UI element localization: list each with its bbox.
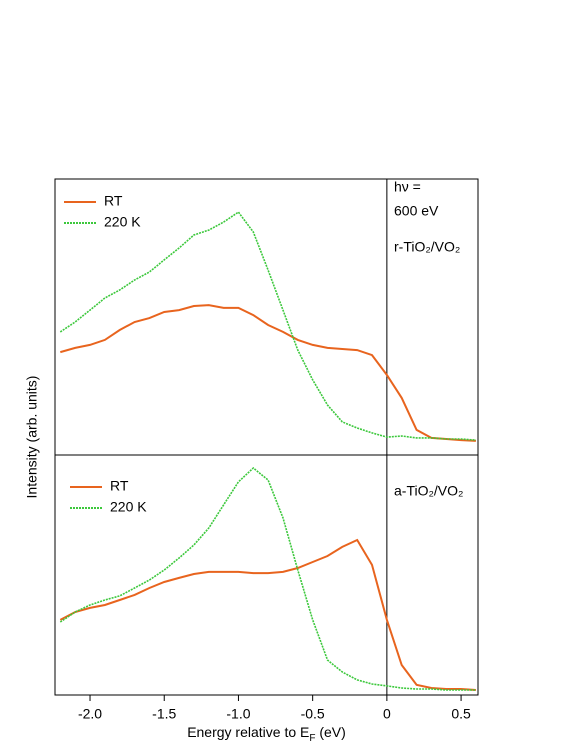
x-tick-label: -2.0 (78, 706, 102, 722)
legend-label: 220 K (110, 499, 147, 515)
data-line (59, 211, 476, 441)
data-line (60, 304, 476, 442)
annotation: a-TiO₂/VO₂ (394, 483, 463, 499)
x-axis-label: Energy relative to EF (eV) (187, 724, 346, 744)
y-axis-label: Intensity (arb. units) (24, 376, 40, 499)
x-axis-label-part: Energy relative to E (187, 724, 309, 740)
x-tick-label: 0.5 (451, 706, 471, 722)
annotation: 600 eV (394, 203, 439, 219)
x-tick-label: -0.5 (301, 706, 325, 722)
plot-frame (54, 454, 479, 696)
legend-label: 220 K (104, 214, 141, 230)
legend-label: RT (110, 478, 129, 494)
data-line (59, 466, 476, 691)
x-axis-label-part: F (309, 733, 315, 744)
annotation: r-TiO₂/VO₂ (394, 239, 460, 255)
data-line (59, 538, 476, 691)
x-tick-label: -1.0 (226, 706, 250, 722)
x-axis-label-part: (eV) (315, 724, 345, 740)
legend-label: RT (104, 193, 123, 209)
x-tick-label: 0 (383, 706, 391, 722)
x-tick-label: -1.5 (152, 706, 176, 722)
annotation: hν = (394, 179, 421, 195)
